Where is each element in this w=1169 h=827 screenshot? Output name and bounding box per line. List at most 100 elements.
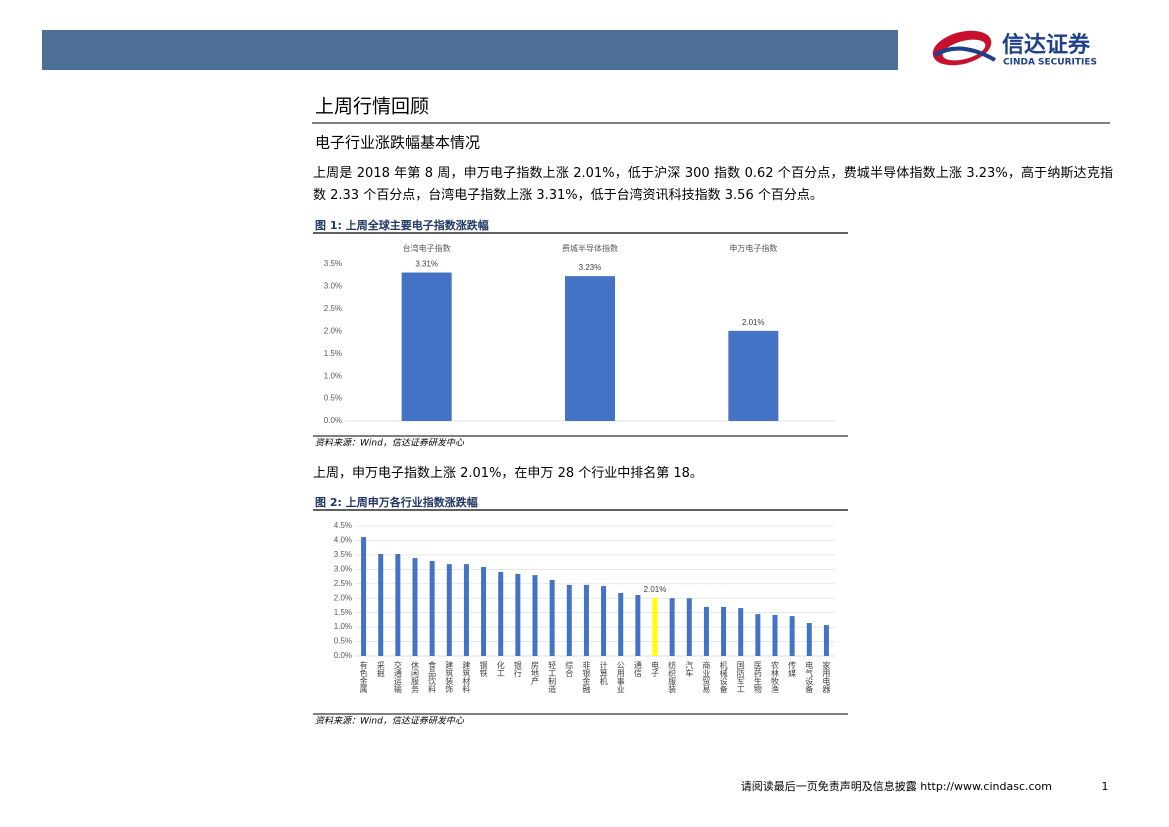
category-label: 建筑装饰 [445, 660, 454, 694]
y-tick-label: 1.5% [334, 608, 352, 617]
bar [789, 616, 795, 656]
bar [686, 598, 692, 656]
footer-disclaimer: 请阅读最后一页免责声明及信息披露 http://www.cindasc.com [741, 779, 1052, 793]
category-label: 交通运输 [393, 660, 402, 694]
bar [463, 564, 469, 656]
y-tick-label: 3.5% [334, 550, 352, 559]
y-tick-label: 0.5% [324, 394, 342, 403]
bar [755, 614, 761, 656]
bar [401, 272, 452, 421]
category-label: 国防军工 [736, 661, 745, 693]
y-tick-label: 4.0% [334, 536, 352, 545]
category-label: 医药生物 [753, 661, 762, 694]
category-label: 汽车 [685, 660, 694, 678]
y-tick-label: 1.0% [334, 622, 352, 631]
category-label: 食品饮料 [428, 660, 437, 694]
category-label: 计算机 [599, 660, 608, 686]
category-label: 有色金属 [359, 660, 368, 694]
category-label: 公用事业 [616, 661, 625, 693]
category-label: 台湾电子指数 [403, 243, 451, 253]
category-label: 机械设备 [719, 660, 728, 694]
y-tick-label: 2.0% [334, 593, 352, 602]
y-tick-label: 0.5% [334, 637, 352, 646]
bar [721, 606, 727, 656]
bar [532, 575, 538, 656]
category-label: 通信 [633, 660, 642, 678]
category-label: 传媒 [788, 660, 797, 678]
header-bar [42, 30, 898, 70]
bar [728, 330, 779, 421]
bar [412, 558, 418, 656]
y-tick-label: 3.5% [324, 259, 342, 268]
y-tick-label: 2.5% [334, 579, 352, 588]
bar [378, 554, 384, 656]
figure-source: 资料来源：Wind，信达证券研发中心 [315, 438, 465, 449]
page-number: 1 [1102, 780, 1109, 793]
bar [652, 597, 658, 656]
bar [618, 593, 624, 656]
bar [565, 276, 615, 421]
bar [806, 623, 812, 656]
bar [738, 608, 744, 656]
category-label: 休闲服务 [411, 660, 420, 694]
category-label: 银行 [513, 660, 522, 678]
bar [703, 606, 709, 656]
bar [395, 554, 401, 656]
bar [446, 564, 452, 656]
category-label: 电子 [651, 660, 660, 677]
y-tick-label: 1.0% [324, 371, 342, 380]
url: http://www.cindasc.com [920, 780, 1052, 793]
disclaimer: 请阅读最后一页免责声明及信息披露 [741, 779, 917, 793]
category-label: 建筑材料 [462, 660, 471, 694]
category-label: 申万电子指数 [729, 243, 777, 253]
category-label: 商业贸易 [702, 660, 711, 694]
bar [583, 584, 589, 656]
category-label: 钢铁 [479, 660, 488, 678]
y-tick-label: 3.0% [324, 282, 342, 291]
bar [361, 536, 367, 656]
paragraph-box: 上周，申万电子指数上涨 2.01%，在申万 28 个行业中排名第 18。 [313, 466, 703, 481]
bar [481, 567, 487, 656]
y-tick-label: 4.5% [334, 521, 352, 530]
y-tick-label: 1.5% [324, 349, 342, 358]
category-label: 化工 [496, 660, 505, 677]
category-label: 电气设备 [805, 660, 814, 694]
bar [772, 614, 778, 656]
section-subtitle: 电子行业涨跌幅基本情况 [315, 134, 480, 152]
paragraph: 上周是 2018 年第 8 周，申万电子指数上涨 2.01%，低于沪深 300 … [313, 166, 1113, 203]
paragraph: 上周，申万电子指数上涨 2.01%，在申万 28 个行业中排名第 18。 [313, 466, 703, 481]
data-label: 2.01% [742, 318, 765, 327]
bar [429, 560, 435, 656]
figure-source: 资料来源：Wind，信达证券研发中心 [315, 716, 465, 727]
section-title: 上周行情回顾 [315, 96, 429, 118]
bar [515, 573, 521, 656]
category-label: 采掘 [376, 660, 385, 678]
category-label: 房地产 [531, 660, 540, 686]
logo: 信达证券 CINDA SECURITIES [932, 30, 1097, 68]
category-label: 纺织服装 [668, 660, 677, 694]
figure-title: 图 1: 上周全球主要电子指数涨跌幅 [315, 218, 489, 232]
y-tick-label: 3.0% [334, 564, 352, 573]
category-label: 费城半导体指数 [562, 243, 618, 253]
data-label: 3.23% [579, 263, 602, 272]
y-tick-label: 2.5% [324, 304, 342, 313]
bar [601, 586, 607, 656]
y-tick-label: 0.0% [324, 416, 342, 425]
data-label: 2.01% [644, 585, 667, 594]
bar [566, 584, 572, 656]
y-tick-label: 0.0% [334, 651, 352, 660]
bar [498, 571, 504, 656]
bar [549, 580, 555, 656]
logo-en: CINDA SECURITIES [1003, 58, 1097, 68]
logo-cn: 信达证券 [1002, 32, 1091, 58]
category-label: 轻工制造 [548, 660, 557, 694]
category-label: 综合 [565, 660, 574, 678]
y-tick-label: 2.0% [324, 326, 342, 335]
category-label: 家用电器 [822, 660, 831, 694]
figure-title: 图 2: 上周申万各行业指数涨跌幅 [315, 495, 478, 509]
bar [669, 598, 675, 656]
bar [635, 595, 641, 656]
data-label: 3.31% [415, 260, 438, 269]
